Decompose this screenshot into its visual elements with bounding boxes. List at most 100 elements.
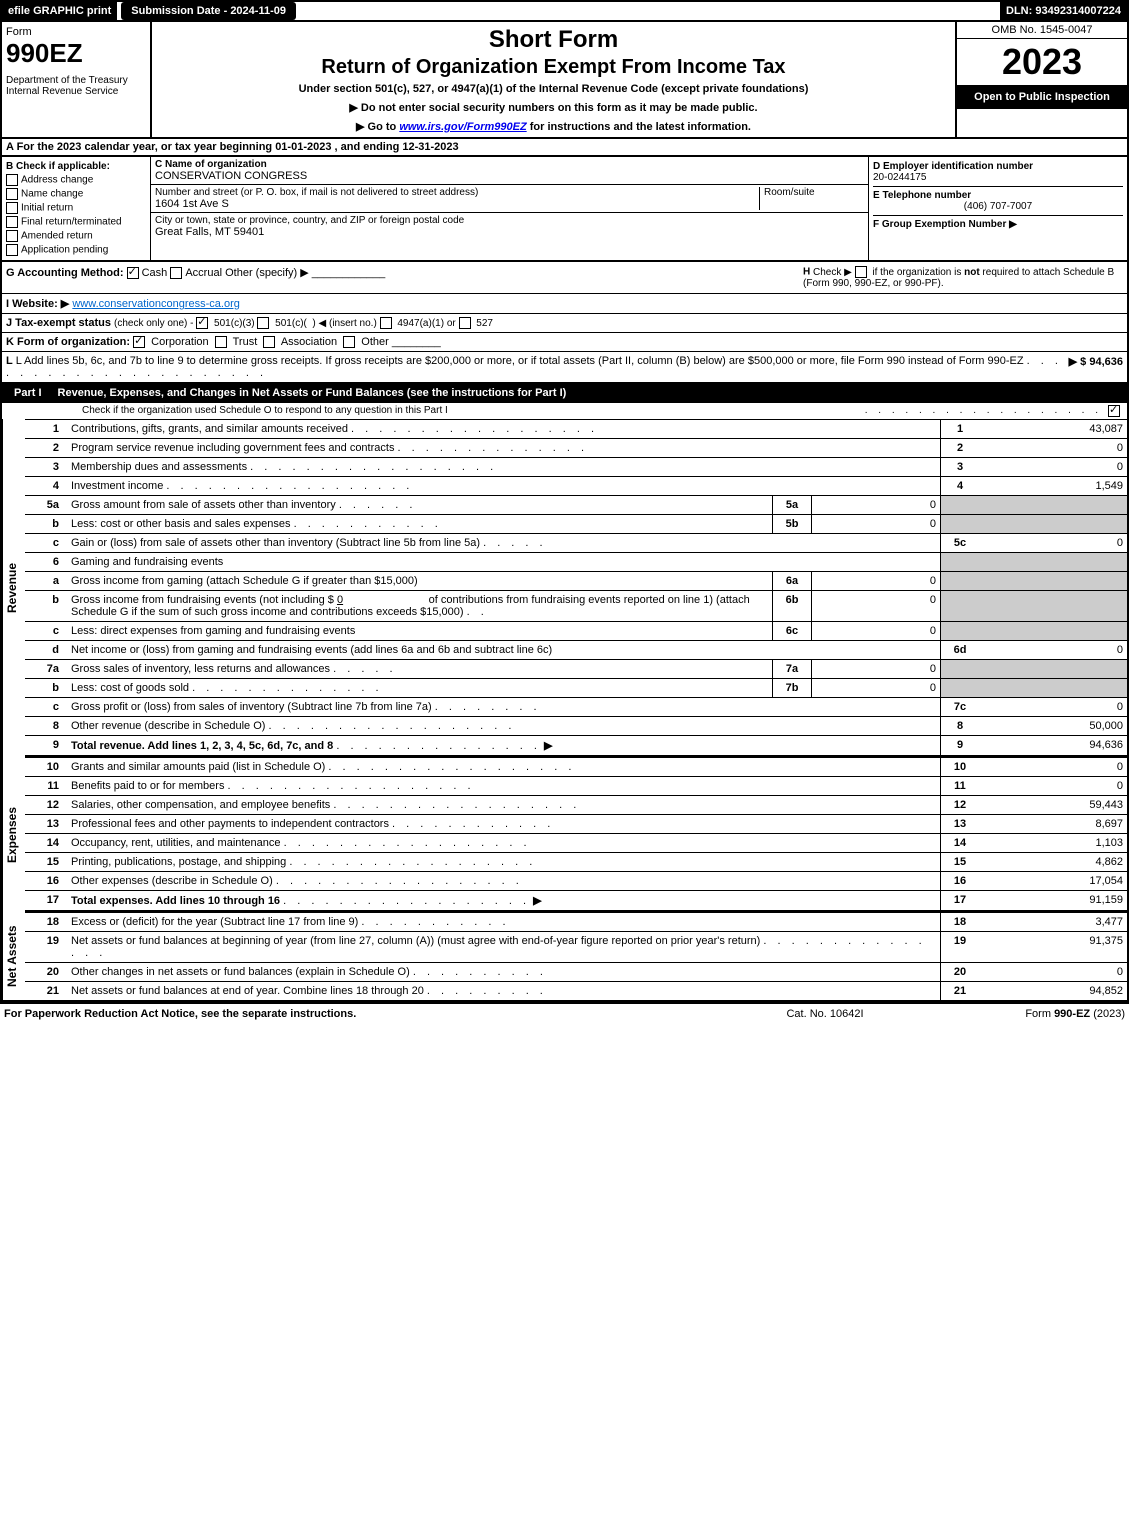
expenses-table: 10Grants and similar amounts paid (list … xyxy=(25,757,1127,912)
line-9: 9Total revenue. Add lines 1, 2, 3, 4, 5c… xyxy=(25,736,1127,757)
chk-name[interactable]: Name change xyxy=(6,188,146,200)
notice-ssn: ▶ Do not enter social security numbers o… xyxy=(156,101,951,114)
room-label: Room/suite xyxy=(764,187,815,198)
row-k: K Form of organization: Corporation Trus… xyxy=(0,333,1129,352)
l-amount: ▶ $ 94,636 xyxy=(1069,355,1123,379)
omb: OMB No. 1545-0047 xyxy=(957,22,1127,39)
line-4: 4Investment income . . . . . . . . . . .… xyxy=(25,477,1127,496)
chk-cash[interactable] xyxy=(127,267,139,279)
under-section: Under section 501(c), 527, or 4947(a)(1)… xyxy=(156,83,951,95)
line-14: 14Occupancy, rent, utilities, and mainte… xyxy=(25,834,1127,853)
chk-accrual[interactable] xyxy=(170,267,182,279)
line-19: 19Net assets or fund balances at beginni… xyxy=(25,932,1127,963)
line-8: 8Other revenue (describe in Schedule O) … xyxy=(25,717,1127,736)
line-3: 3Membership dues and assessments . . . .… xyxy=(25,458,1127,477)
row-j: J Tax-exempt status (check only one) - 5… xyxy=(0,314,1129,333)
row-l: L L Add lines 5b, 6c, and 7b to line 9 t… xyxy=(0,352,1129,383)
info-block: B Check if applicable: Address change Na… xyxy=(0,157,1129,262)
netassets-table: 18Excess or (deficit) for the year (Subt… xyxy=(25,912,1127,1000)
chk-amended[interactable]: Amended return xyxy=(6,230,146,242)
org-name: CONSERVATION CONGRESS xyxy=(155,170,307,182)
part1-check: Check if the organization used Schedule … xyxy=(0,403,1129,419)
efile-label[interactable]: efile GRAPHIC print xyxy=(2,2,117,20)
org-name-label: C Name of organization xyxy=(155,159,267,170)
chk-initial[interactable]: Initial return xyxy=(6,202,146,214)
line-21: 21Net assets or fund balances at end of … xyxy=(25,982,1127,1001)
chk-final[interactable]: Final return/terminated xyxy=(6,216,146,228)
h-text: Check ▶ if the organization is not requi… xyxy=(803,267,1114,289)
line-13: 13Professional fees and other payments t… xyxy=(25,815,1127,834)
short-form-title: Short Form xyxy=(156,26,951,54)
line-6a: aGross income from gaming (attach Schedu… xyxy=(25,572,1127,591)
tax-year: 2023 xyxy=(957,39,1127,85)
notice-goto: ▶ Go to www.irs.gov/Form990EZ for instru… xyxy=(156,120,951,133)
chk-address[interactable]: Address change xyxy=(6,174,146,186)
line-6d: dNet income or (loss) from gaming and fu… xyxy=(25,641,1127,660)
submission-date: Submission Date - 2024-11-09 xyxy=(121,2,296,20)
line-16: 16Other expenses (describe in Schedule O… xyxy=(25,872,1127,891)
inspection-badge: Open to Public Inspection xyxy=(957,85,1127,109)
form-label: Form xyxy=(6,26,146,38)
return-title: Return of Organization Exempt From Incom… xyxy=(156,56,951,79)
footer-right: Form 990-EZ (2023) xyxy=(925,1008,1125,1020)
netassets-label: Net Assets xyxy=(2,912,25,1000)
ein: 20-0244175 xyxy=(873,172,1123,183)
row-g-h: G Accounting Method: Cash Accrual Other … xyxy=(0,262,1129,294)
col-c: C Name of organization CONSERVATION CONG… xyxy=(151,157,869,260)
dln: DLN: 93492314007224 xyxy=(1000,2,1127,20)
footer-mid: Cat. No. 10642I xyxy=(725,1008,925,1020)
dept: Department of the Treasury Internal Reve… xyxy=(6,75,146,97)
g-label: G Accounting Method: xyxy=(6,267,124,279)
irs-link[interactable]: www.irs.gov/Form990EZ xyxy=(399,121,526,133)
line-1: 1Contributions, gifts, grants, and simil… xyxy=(25,420,1127,439)
line-11: 11Benefits paid to or for members . . . … xyxy=(25,777,1127,796)
line-5a: 5aGross amount from sale of assets other… xyxy=(25,496,1127,515)
revenue-label: Revenue xyxy=(2,419,25,757)
line-15: 15Printing, publications, postage, and s… xyxy=(25,853,1127,872)
city-label: City or town, state or province, country… xyxy=(155,215,464,226)
h-label: H xyxy=(803,267,810,278)
line-6: 6Gaming and fundraising events xyxy=(25,553,1127,572)
group-label: F Group Exemption Number ▶ xyxy=(873,219,1017,230)
col-b-title: B Check if applicable: xyxy=(6,161,146,172)
part1-header: Part I Revenue, Expenses, and Changes in… xyxy=(0,383,1129,403)
line-20: 20Other changes in net assets or fund ba… xyxy=(25,963,1127,982)
j-text: (check only one) - 501(c)(3) 501(c)( ) ◀… xyxy=(114,318,493,329)
line-7a: 7aGross sales of inventory, less returns… xyxy=(25,660,1127,679)
footer-left: For Paperwork Reduction Act Notice, see … xyxy=(4,1008,725,1020)
i-label: I Website: ▶ xyxy=(6,298,69,310)
line-5b: bLess: cost or other basis and sales exp… xyxy=(25,515,1127,534)
line-6b: bGross income from fundraising events (n… xyxy=(25,591,1127,622)
footer: For Paperwork Reduction Act Notice, see … xyxy=(0,1002,1129,1024)
tel-label: E Telephone number xyxy=(873,190,1123,201)
part1-label: Part I xyxy=(6,385,50,401)
form-number: 990EZ xyxy=(6,38,146,69)
expenses-label: Expenses xyxy=(2,757,25,912)
j-label: J Tax-exempt status xyxy=(6,317,111,329)
top-bar: efile GRAPHIC print Submission Date - 20… xyxy=(0,0,1129,22)
ein-label: D Employer identification number xyxy=(873,161,1123,172)
addr: 1604 1st Ave S xyxy=(155,198,229,210)
line-17: 17Total expenses. Add lines 10 through 1… xyxy=(25,891,1127,912)
chk-schedule-o[interactable] xyxy=(1108,405,1120,417)
part1-title: Revenue, Expenses, and Changes in Net As… xyxy=(58,387,1123,399)
line-7b: bLess: cost of goods sold . . . . . . . … xyxy=(25,679,1127,698)
chk-pending[interactable]: Application pending xyxy=(6,244,146,256)
k-text: Corporation Trust Association Other ____… xyxy=(133,336,441,348)
col-b: B Check if applicable: Address change Na… xyxy=(2,157,151,260)
city: Great Falls, MT 59401 xyxy=(155,226,264,238)
line-10: 10Grants and similar amounts paid (list … xyxy=(25,758,1127,777)
line-7c: cGross profit or (loss) from sales of in… xyxy=(25,698,1127,717)
k-label: K Form of organization: xyxy=(6,336,130,348)
line-5c: cGain or (loss) from sale of assets othe… xyxy=(25,534,1127,553)
section-a: A For the 2023 calendar year, or tax yea… xyxy=(0,139,1129,157)
revenue-table: 1Contributions, gifts, grants, and simil… xyxy=(25,419,1127,757)
website-link[interactable]: www.conservationcongress-ca.org xyxy=(72,298,240,310)
line-18: 18Excess or (deficit) for the year (Subt… xyxy=(25,913,1127,932)
line-2: 2Program service revenue including gover… xyxy=(25,439,1127,458)
col-d: D Employer identification number 20-0244… xyxy=(869,157,1127,260)
line-6c: cLess: direct expenses from gaming and f… xyxy=(25,622,1127,641)
tel: (406) 707-7007 xyxy=(873,201,1123,212)
row-i: I Website: ▶ www.conservationcongress-ca… xyxy=(0,294,1129,314)
addr-label: Number and street (or P. O. box, if mail… xyxy=(155,187,478,198)
